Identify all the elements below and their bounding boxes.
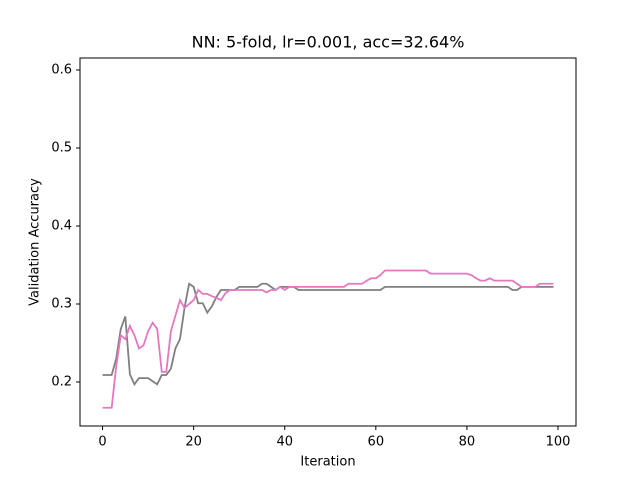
x-tick-label: 100 xyxy=(546,435,571,450)
x-tick-label: 80 xyxy=(459,435,476,450)
y-axis-label: Validation Accuracy xyxy=(28,178,43,306)
x-axis-label: Iteration xyxy=(300,455,355,470)
x-tick-label: 40 xyxy=(276,435,293,450)
y-tick-label: 0.2 xyxy=(51,375,72,390)
plot-frame xyxy=(79,57,577,427)
y-tick-label: 0.6 xyxy=(51,63,72,78)
line-series xyxy=(102,269,554,409)
line-series xyxy=(102,282,554,387)
y-tick-label: 0.4 xyxy=(51,219,72,234)
x-tick-label: 60 xyxy=(368,435,385,450)
x-tick-label: 20 xyxy=(185,435,202,450)
x-tick-label: 0 xyxy=(98,435,106,450)
y-tick-label: 0.3 xyxy=(51,297,72,312)
y-tick-label: 0.5 xyxy=(51,141,72,156)
chart-title: NN: 5-fold, lr=0.001, acc=32.64% xyxy=(192,33,465,52)
